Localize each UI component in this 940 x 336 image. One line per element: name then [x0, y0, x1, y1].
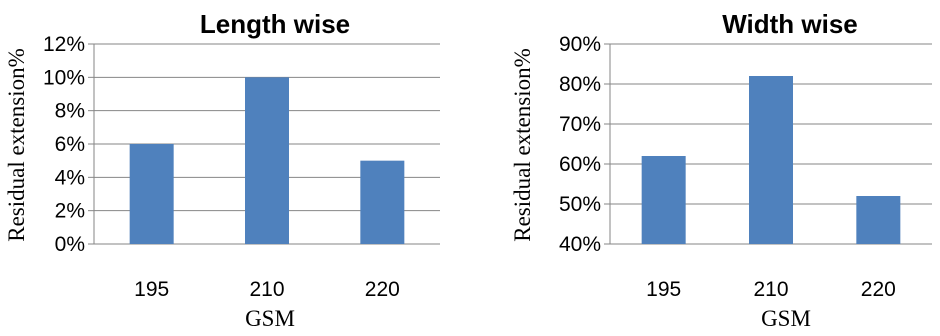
x-tick-label: 210	[249, 278, 284, 301]
x-axis-label: GSM	[245, 306, 295, 331]
y-tick-label: 8%	[55, 100, 85, 123]
bar-220	[856, 196, 901, 244]
bar-220	[360, 160, 405, 244]
y-tick-label: 6%	[55, 133, 85, 156]
y-tick-label: 12%	[43, 33, 85, 56]
bar-210	[245, 77, 289, 244]
bar-195	[129, 144, 174, 244]
x-tick-label: 195	[646, 278, 681, 301]
y-axis-label: Residual extension%	[4, 48, 29, 242]
chart-title: Length wise	[200, 9, 350, 39]
y-axis-label: Residual extension%	[510, 48, 535, 242]
y-tick-label: 2%	[55, 200, 85, 223]
y-tick-label: 60%	[559, 153, 601, 176]
x-tick-label: 220	[365, 278, 400, 301]
width-wise-chart: Width wise Residual extension% GSM 40% 50…	[470, 0, 940, 336]
bar-195	[641, 156, 686, 244]
y-tick-label: 50%	[559, 193, 601, 216]
y-tick-label: 70%	[559, 113, 601, 136]
y-tick-label: 90%	[559, 33, 601, 56]
length-wise-chart: Length wise Residual extension% GSM 0% 2%…	[4, 9, 440, 331]
bar-210	[749, 76, 793, 244]
x-axis-label: GSM	[761, 306, 811, 331]
chart-title: Width wise	[722, 9, 858, 39]
y-tick-label: 10%	[43, 66, 85, 89]
y-tick-label: 4%	[55, 166, 85, 189]
length-wise-chart-svg: Length wise Residual extension% GSM 0% 2%…	[4, 9, 440, 331]
x-tick-label: 195	[134, 278, 169, 301]
x-tick-label: 210	[753, 278, 788, 301]
x-tick-label: 220	[861, 278, 896, 301]
width-wise-chart-svg: Width wise Residual extension% GSM 40% 50…	[510, 9, 932, 331]
y-tick-label: 40%	[559, 233, 601, 256]
y-tick-label: 80%	[559, 73, 601, 96]
y-tick-label: 0%	[55, 233, 85, 256]
